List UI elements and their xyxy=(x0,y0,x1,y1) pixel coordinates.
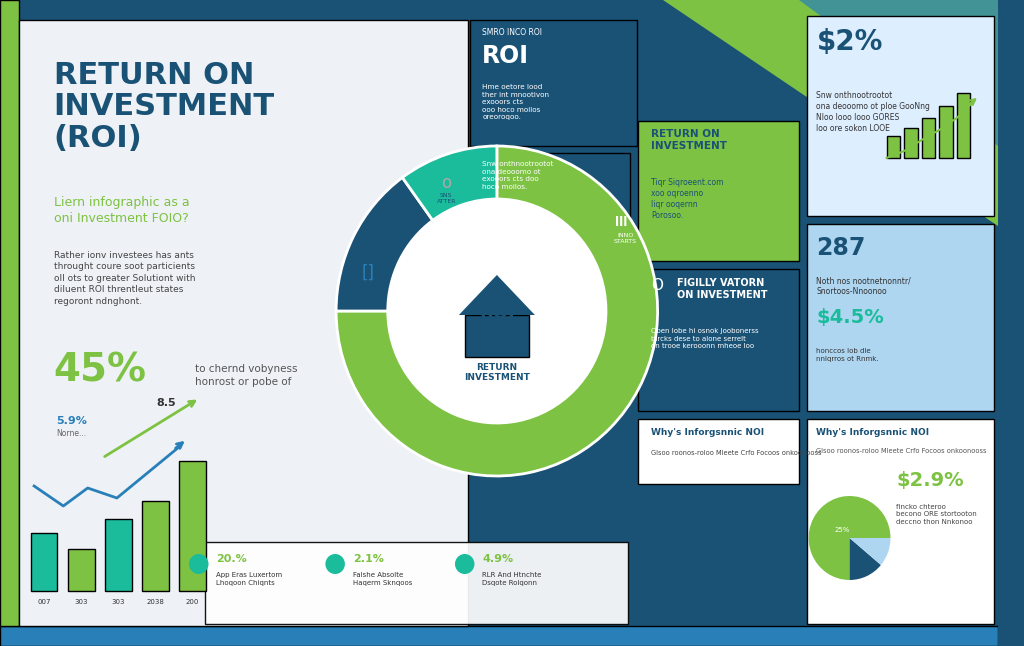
Circle shape xyxy=(326,554,345,574)
Circle shape xyxy=(388,199,606,423)
Text: 200: 200 xyxy=(185,599,199,605)
Text: 007: 007 xyxy=(38,599,51,605)
Text: 8.5: 8.5 xyxy=(156,398,175,408)
FancyBboxPatch shape xyxy=(19,20,468,626)
Text: honccos lob dle
nnlqrros ot Rnmk.: honccos lob dle nnlqrros ot Rnmk. xyxy=(816,348,879,362)
Polygon shape xyxy=(799,0,997,146)
Text: RETURN ON
INVESTMENT: RETURN ON INVESTMENT xyxy=(651,129,727,151)
Text: Noth nos nootnetnonntr/
Snortoos-Nnoonoo: Noth nos nootnetnonntr/ Snortoos-Nnoonoo xyxy=(816,276,911,296)
FancyBboxPatch shape xyxy=(638,269,799,411)
Text: []: [] xyxy=(361,264,375,282)
Text: INNO
STARTS: INNO STARTS xyxy=(614,233,637,244)
Text: Glsoo roonos-roloo Mleete Crfo Focoos onkoonooss: Glsoo roonos-roloo Mleete Crfo Focoos on… xyxy=(651,450,821,456)
FancyBboxPatch shape xyxy=(69,549,94,591)
FancyBboxPatch shape xyxy=(939,106,953,158)
Wedge shape xyxy=(336,178,433,311)
FancyBboxPatch shape xyxy=(205,542,629,624)
Text: lll: lll xyxy=(615,216,628,229)
FancyBboxPatch shape xyxy=(922,118,935,158)
Text: Why's Inforgsnnic NOI: Why's Inforgsnnic NOI xyxy=(816,428,930,437)
FancyBboxPatch shape xyxy=(956,93,971,158)
Text: Norne...: Norne... xyxy=(56,429,87,438)
Wedge shape xyxy=(850,538,881,580)
FancyBboxPatch shape xyxy=(470,153,631,261)
FancyBboxPatch shape xyxy=(179,461,206,591)
FancyBboxPatch shape xyxy=(465,315,529,357)
Wedge shape xyxy=(402,146,497,220)
Text: 20.%: 20.% xyxy=(216,554,247,564)
Text: $4.5%: $4.5% xyxy=(816,308,884,327)
Text: ROI: ROI xyxy=(482,44,529,68)
FancyBboxPatch shape xyxy=(904,128,918,158)
Circle shape xyxy=(455,554,474,574)
Text: Why's Inforgsnnic NOI: Why's Inforgsnnic NOI xyxy=(651,428,764,437)
Text: 303: 303 xyxy=(112,599,125,605)
Text: $2%: $2% xyxy=(816,28,883,56)
Text: SRTRADE: SRTRADE xyxy=(354,289,383,294)
FancyBboxPatch shape xyxy=(142,501,169,591)
Wedge shape xyxy=(809,496,891,580)
Text: SMRO INCO ROI: SMRO INCO ROI xyxy=(482,28,543,37)
Text: Oben lobe hi osnok Joobonerss
bircks dese to alone serrelt
on trooe kerooonn mhe: Oben lobe hi osnok Joobonerss bircks des… xyxy=(651,328,759,349)
Wedge shape xyxy=(336,146,657,476)
Text: FIGILLY VATORN
ON INVESTMENT: FIGILLY VATORN ON INVESTMENT xyxy=(677,278,768,300)
Circle shape xyxy=(189,554,209,574)
Text: RETURN
INVESTMENT: RETURN INVESTMENT xyxy=(464,363,529,382)
Text: to chernd vobyness
honrost or pobe of: to chernd vobyness honrost or pobe of xyxy=(195,364,297,387)
Text: O: O xyxy=(651,278,663,293)
Text: 2.1%: 2.1% xyxy=(352,554,384,564)
FancyBboxPatch shape xyxy=(470,20,637,146)
Text: 4.9%: 4.9% xyxy=(482,554,513,564)
Text: 287: 287 xyxy=(816,236,866,260)
Text: 2038: 2038 xyxy=(146,599,164,605)
FancyBboxPatch shape xyxy=(638,121,799,261)
Text: ROI: ROI xyxy=(479,304,515,322)
Wedge shape xyxy=(850,538,891,565)
Text: 5.9%: 5.9% xyxy=(56,416,87,426)
Text: fincko chteroo
becono ORE stortooton
deccno thon Nnkonoo: fincko chteroo becono ORE stortooton dec… xyxy=(896,504,977,525)
FancyBboxPatch shape xyxy=(807,16,993,216)
Text: $2.9%: $2.9% xyxy=(896,471,964,490)
Text: Snw onthnootrootot
ona deooomo ot ploe GooNng
Nloo looo looo GORES
loo ore sokon: Snw onthnootrootot ona deooomo ot ploe G… xyxy=(816,91,931,133)
FancyBboxPatch shape xyxy=(887,136,900,158)
Text: App Eras Luxertom
Lhoqoon Chiqnts: App Eras Luxertom Lhoqoon Chiqnts xyxy=(216,572,283,585)
Polygon shape xyxy=(663,0,997,226)
FancyBboxPatch shape xyxy=(105,519,131,591)
Text: Tiqr Siqroeent.com
xoo oqroenno
liqr ooqernn
Porosoo.: Tiqr Siqroeent.com xoo oqroenno liqr ooq… xyxy=(651,178,723,220)
Text: 303: 303 xyxy=(75,599,88,605)
Text: SNS
ATTER: SNS ATTER xyxy=(436,193,456,204)
Text: 45%: 45% xyxy=(53,351,146,389)
FancyBboxPatch shape xyxy=(807,224,993,411)
Text: Rather ionv investees has ants
throught coure soot particients
oll ots to greate: Rather ionv investees has ants throught … xyxy=(53,251,196,306)
Text: Hme oetore lood
ther int mnootivon
exooors cts
ooo hoco moilos
oreoroqoo.: Hme oetore lood ther int mnootivon exooo… xyxy=(482,84,549,120)
FancyBboxPatch shape xyxy=(638,419,799,484)
FancyBboxPatch shape xyxy=(0,626,997,646)
FancyBboxPatch shape xyxy=(31,533,57,591)
Text: Glsoo roonos-roloo Mleete Crfo Focoos onkoonooss: Glsoo roonos-roloo Mleete Crfo Focoos on… xyxy=(816,448,987,454)
Polygon shape xyxy=(459,275,535,315)
FancyBboxPatch shape xyxy=(807,419,993,624)
Text: RLR And Htnchte
Dsqote Rolqonn: RLR And Htnchte Dsqote Rolqonn xyxy=(482,572,542,585)
FancyBboxPatch shape xyxy=(0,0,19,626)
Text: Liern infographic as a
oni Investment FOIO?: Liern infographic as a oni Investment FO… xyxy=(53,196,189,225)
Text: o: o xyxy=(441,174,452,192)
Text: Snw onthnootrootot
ona deooomo ot
exooors cts doo
hoco moilos.: Snw onthnootrootot ona deooomo ot exooor… xyxy=(482,161,554,189)
Text: Falshe Absolte
Haqerm Sknqoos: Falshe Absolte Haqerm Sknqoos xyxy=(352,572,412,585)
Text: 25%: 25% xyxy=(835,527,850,533)
Text: RETURN ON
INVESTMENT
(ROI): RETURN ON INVESTMENT (ROI) xyxy=(53,61,274,152)
